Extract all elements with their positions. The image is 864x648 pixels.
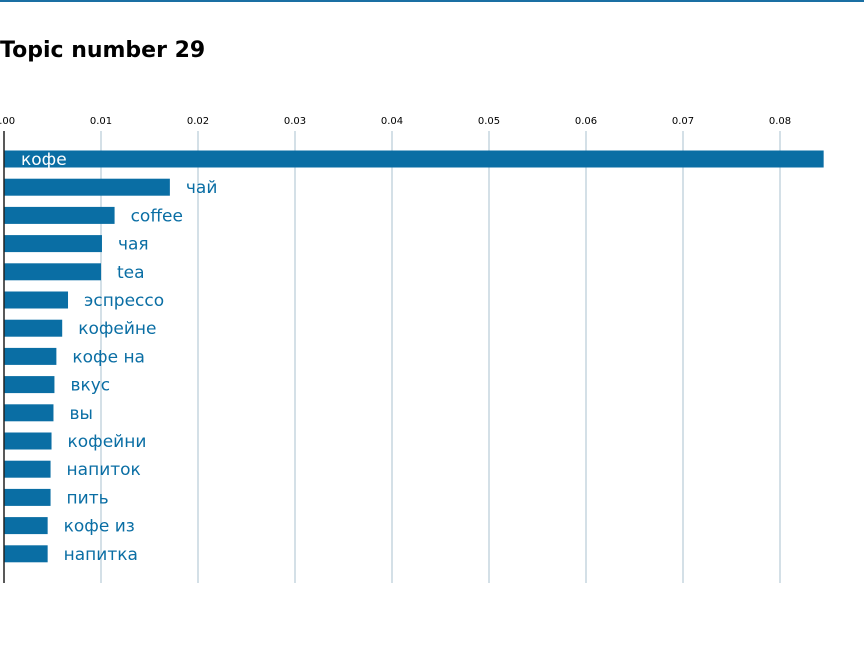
x-tick-label: 0.03	[284, 116, 306, 127]
x-tick-label: 0.07	[672, 116, 694, 127]
bar-7	[4, 347, 57, 365]
top-rule	[0, 0, 864, 2]
bar-4	[4, 263, 101, 281]
bar-8	[4, 376, 55, 394]
bar-label: кофе	[21, 150, 67, 170]
bar-label: пить	[67, 488, 109, 508]
bar-label: tea	[117, 263, 145, 283]
chart-title: Topic number 29	[0, 38, 206, 63]
bar-6	[4, 319, 63, 337]
bar-1	[4, 178, 170, 196]
bar-label: coffee	[131, 206, 183, 226]
x-tick-label: 0.00	[0, 116, 15, 127]
bar-0	[4, 150, 824, 168]
bar-label: напиток	[67, 460, 141, 480]
bar-2	[4, 206, 115, 224]
x-tick-label: 0.05	[478, 116, 500, 127]
x-tick-label: 0.01	[90, 116, 112, 127]
x-tick-label: 0.04	[381, 116, 403, 127]
bar-12	[4, 488, 51, 506]
bar-3	[4, 235, 102, 253]
bar-14	[4, 545, 48, 563]
bar-label: кофейне	[78, 319, 156, 339]
bar-label: кофе из	[64, 517, 135, 537]
bar-11	[4, 460, 51, 478]
bar-label: чая	[118, 235, 149, 255]
bar-label: кофе на	[72, 347, 145, 367]
x-tick-label: 0.06	[575, 116, 597, 127]
bar-label: чай	[186, 178, 218, 198]
x-tick-label: 0.02	[187, 116, 209, 127]
bar-13	[4, 517, 48, 535]
x-tick-label: 0.08	[769, 116, 791, 127]
bar-9	[4, 404, 54, 422]
bar-label: эспрессо	[84, 291, 164, 311]
bar-5	[4, 291, 69, 309]
bar-label: вкус	[70, 376, 110, 396]
bar-10	[4, 432, 52, 450]
bar-label: напитка	[64, 545, 138, 565]
bar-label: вы	[69, 404, 92, 424]
bar-label: кофейни	[68, 432, 147, 452]
